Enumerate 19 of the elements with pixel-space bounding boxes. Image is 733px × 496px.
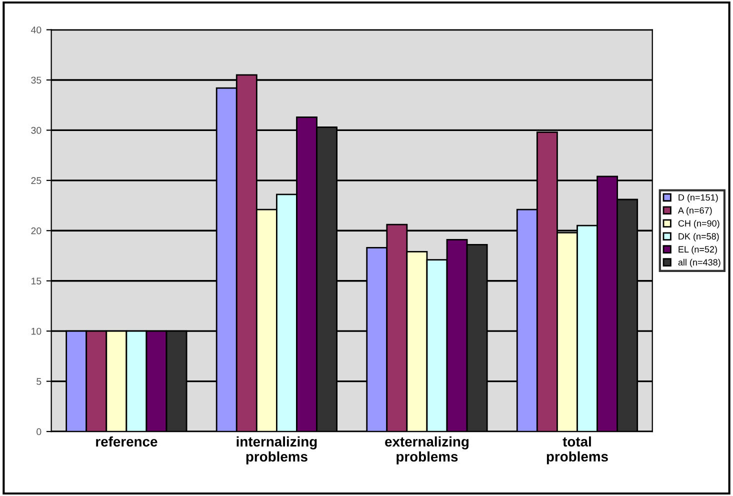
legend-label: EL (n=52) bbox=[678, 246, 717, 254]
y-tick-label: 30 bbox=[31, 126, 42, 134]
x-tick-label: internalizing problems bbox=[236, 436, 317, 464]
y-tick-label: 5 bbox=[36, 378, 42, 385]
y-tick-label: 10 bbox=[32, 328, 42, 335]
y-tick-label: 20 bbox=[31, 227, 42, 234]
y-tick-label: 35 bbox=[31, 76, 42, 84]
y-tick-label: 40 bbox=[31, 26, 42, 34]
legend-label: DK (n=58) bbox=[678, 232, 719, 242]
legend-label: D (n=151) bbox=[678, 194, 718, 202]
y-tick-label: 0 bbox=[36, 428, 42, 436]
y-tick-label: 25 bbox=[31, 177, 42, 184]
x-tick-label: total problems bbox=[546, 436, 608, 464]
legend-label: CH (n=90) bbox=[678, 220, 720, 228]
x-tick-label: externalizing problems bbox=[385, 436, 468, 464]
legend-label: all (n=438) bbox=[678, 258, 720, 268]
x-tick-label: reference bbox=[96, 436, 158, 447]
legend-label: A (n=67) bbox=[678, 206, 712, 216]
y-tick-label: 15 bbox=[32, 278, 42, 284]
